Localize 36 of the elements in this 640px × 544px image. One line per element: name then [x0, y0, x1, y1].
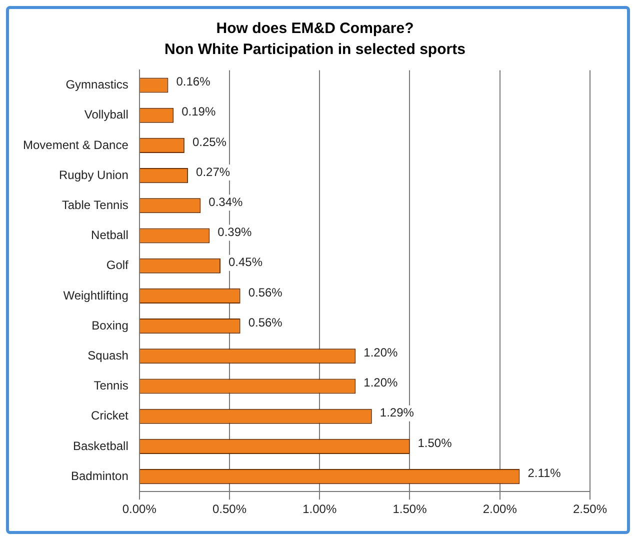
- chart-title: How does EM&D Compare?: [215, 19, 415, 39]
- data-label: 0.56%: [248, 285, 283, 300]
- data-label: 0.19%: [182, 104, 216, 119]
- x-tick-label: 1.00%: [302, 502, 337, 516]
- data-label: 0.45%: [228, 255, 263, 270]
- data-label: 0.25%: [192, 134, 227, 149]
- y-tick-label: Weightlifting: [63, 288, 128, 302]
- y-tick-label: Cricket: [91, 408, 130, 423]
- x-tick-label: 2.50%: [572, 502, 608, 516]
- x-tick-label: 1.50%: [392, 502, 428, 516]
- data-label: 0.34%: [208, 194, 244, 209]
- data-label: 1.29%: [380, 406, 414, 420]
- y-tick-label: Boxing: [92, 318, 128, 332]
- data-label: 1.20%: [364, 345, 398, 360]
- y-tick-label: Gymnastics: [66, 78, 128, 92]
- y-tick-label: Table Tennis: [62, 198, 128, 212]
- y-tick-label: Squash: [88, 348, 128, 362]
- y-tick-label: Vollyball: [84, 108, 128, 122]
- data-label: 2.11%: [528, 466, 562, 480]
- data-label: 0.39%: [218, 225, 252, 240]
- x-tick-label: 0.50%: [212, 502, 247, 516]
- x-tick-label: 0.00%: [122, 502, 157, 516]
- data-label: 0.16%: [176, 74, 211, 89]
- x-tick-label: 2.00%: [482, 502, 518, 516]
- y-tick-label: Golf: [106, 258, 130, 272]
- y-tick-label: Basketball: [73, 438, 128, 453]
- chart-subtitle: Non White Participation in selected sports: [164, 40, 466, 60]
- data-label: 0.56%: [248, 315, 283, 330]
- data-label: 0.27%: [196, 164, 230, 179]
- y-tick-label: Badminton: [71, 468, 128, 483]
- data-label: 1.50%: [418, 436, 452, 450]
- y-tick-label: Movement & Dance: [22, 138, 129, 152]
- y-tick-label: Tennis: [94, 378, 128, 393]
- y-tick-label: Netball: [91, 228, 128, 242]
- y-tick-label: Rugby Union: [59, 168, 128, 182]
- data-label: 1.20%: [364, 376, 398, 390]
